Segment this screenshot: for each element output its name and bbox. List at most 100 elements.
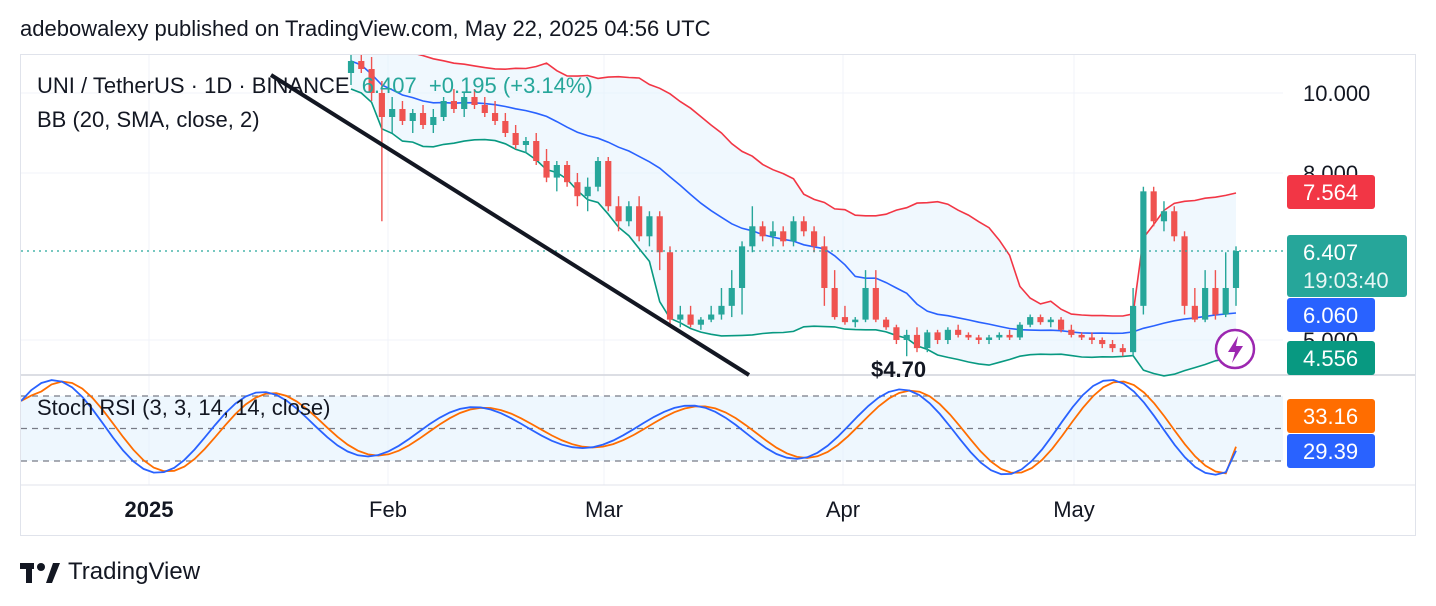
candle-body xyxy=(419,113,427,125)
footer-brand[interactable]: TradingView xyxy=(20,558,200,586)
candle-body xyxy=(368,69,375,93)
candle-body xyxy=(780,231,787,242)
candle-body xyxy=(841,317,849,323)
bollinger-bands xyxy=(350,55,1237,377)
time-tick-label: Mar xyxy=(585,497,623,522)
candle-body xyxy=(440,101,447,117)
candle-body xyxy=(481,105,488,113)
candle-body xyxy=(718,305,725,315)
candle-body xyxy=(800,221,807,232)
candle-body xyxy=(533,141,540,161)
candle-body xyxy=(605,161,612,207)
candle-body xyxy=(852,319,859,323)
svg-text:19:03:40: 19:03:40 xyxy=(1303,268,1389,293)
candle-body xyxy=(944,329,951,340)
candle-body xyxy=(862,287,869,320)
stoch-k-line xyxy=(21,379,1237,476)
candle-body xyxy=(1202,287,1209,320)
low-price-marker: $4.70 xyxy=(871,357,926,382)
candle-body xyxy=(564,165,571,183)
candle-body xyxy=(1160,211,1168,222)
candle-body xyxy=(924,332,931,349)
candle-body xyxy=(471,97,478,105)
candle-body xyxy=(996,334,1003,338)
candle-body xyxy=(697,319,704,325)
candle-body xyxy=(769,231,777,237)
candle-body xyxy=(409,113,416,121)
candle-body xyxy=(677,314,684,320)
band-fill xyxy=(351,55,1236,376)
candle-body xyxy=(955,329,962,335)
candle-body xyxy=(378,93,385,117)
chart-frame[interactable]: $4.70 2025 Feb Mar Apr May 10.000 8.000 5.000 7… xyxy=(20,54,1416,536)
stoch-k-tag: 29.39 xyxy=(1287,434,1375,468)
svg-text:29.39: 29.39 xyxy=(1303,439,1358,464)
candle-body xyxy=(461,97,468,109)
candle-body xyxy=(1130,305,1137,353)
candle-body xyxy=(491,113,499,121)
candle-body xyxy=(1191,305,1198,320)
change-value: +0.195 (+3.14%) xyxy=(428,73,593,98)
tradingview-logo-icon xyxy=(20,563,60,583)
candle-body xyxy=(759,226,766,237)
candle-body xyxy=(584,186,591,197)
candle-body xyxy=(810,231,818,247)
candle-body xyxy=(913,334,921,349)
candle-body xyxy=(450,101,457,109)
stoch-d-line xyxy=(21,380,1237,475)
time-tick-label: May xyxy=(1053,497,1095,522)
candle-body xyxy=(1057,319,1065,330)
candle-body xyxy=(883,319,890,328)
candle-body xyxy=(1232,251,1240,288)
candle-body xyxy=(1016,324,1023,338)
candle-body xyxy=(615,206,622,222)
candle-body xyxy=(985,337,993,340)
candle-body xyxy=(574,182,581,197)
candle-body xyxy=(389,109,396,117)
legend-symbol-row: UNI / TetherUS · 1D · BINANCE 6.407 +0.1… xyxy=(37,73,593,99)
lower-band-line xyxy=(350,88,1237,377)
upper-band-tag: 7.564 xyxy=(1287,175,1375,209)
symbol-label: UNI / TetherUS · 1D · BINANCE xyxy=(37,73,350,98)
time-tick-label: 2025 xyxy=(125,497,174,522)
candle-body xyxy=(1047,319,1054,323)
tradingview-brand-text: TradingView xyxy=(68,558,201,585)
candle-body xyxy=(1027,317,1034,325)
publish-header: adebowalexy published on TradingView.com… xyxy=(20,16,711,41)
candle-body xyxy=(1150,191,1157,222)
price-tags: 7.564 6.407 19:03:40 6.060 4.556 33.16 29.39 xyxy=(1287,175,1407,468)
candle-body xyxy=(749,226,756,247)
candle-body xyxy=(1088,337,1096,340)
candle-body xyxy=(646,216,653,237)
candle-body xyxy=(1109,344,1116,349)
candle-body xyxy=(1078,334,1085,338)
candle-body xyxy=(1037,317,1044,323)
candle-body xyxy=(1099,340,1106,345)
candle-body xyxy=(543,161,550,178)
candle-body xyxy=(636,206,643,237)
candle-body xyxy=(1171,211,1178,237)
candle-body xyxy=(790,221,797,242)
candle-body xyxy=(821,246,828,288)
trendline: $4.70 xyxy=(269,73,1256,382)
stoch-rsi-pane xyxy=(21,379,1283,476)
time-tick-label: Apr xyxy=(826,497,860,522)
svg-text:6.407: 6.407 xyxy=(1303,240,1358,265)
candle-body xyxy=(522,141,530,145)
upper-band-line xyxy=(417,55,1237,317)
candle-body xyxy=(728,287,735,306)
basis-tag: 6.060 xyxy=(1287,298,1375,332)
candle-body xyxy=(553,165,560,178)
candle-body xyxy=(502,121,509,133)
candle-body xyxy=(399,109,406,121)
bb-legend: BB (20, SMA, close, 2) xyxy=(37,107,260,132)
candle-body xyxy=(656,216,663,253)
candle-body xyxy=(358,61,365,69)
svg-text:4.556: 4.556 xyxy=(1303,346,1358,371)
candle-body xyxy=(1212,287,1219,315)
candle-body xyxy=(708,314,715,320)
candle-body xyxy=(687,314,694,325)
candle-body xyxy=(934,332,941,340)
candle-body xyxy=(430,117,437,125)
